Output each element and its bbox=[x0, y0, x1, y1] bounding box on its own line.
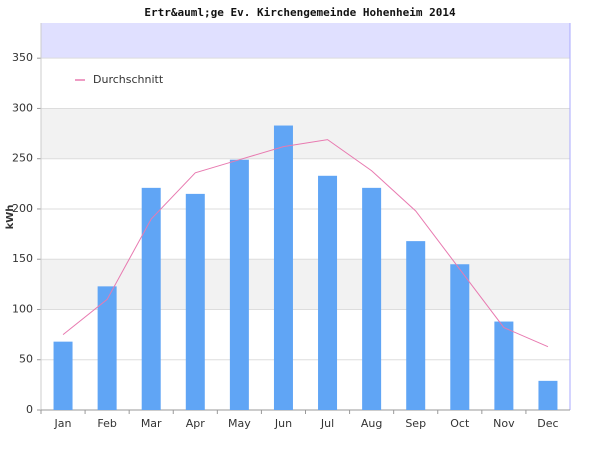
x-tick-label: May bbox=[228, 417, 251, 430]
y-axis-label: kWh bbox=[5, 205, 16, 230]
bar bbox=[273, 125, 293, 410]
bar bbox=[53, 341, 73, 410]
average-line bbox=[62, 139, 549, 348]
y-tick-label: 300 bbox=[12, 101, 33, 114]
bar bbox=[450, 264, 470, 410]
x-tick-label: Jul bbox=[320, 417, 334, 430]
x-tick-label: Sep bbox=[405, 417, 426, 430]
x-tick-label: Jan bbox=[54, 417, 72, 430]
y-tick-label: 250 bbox=[12, 152, 33, 165]
x-tick-label: Apr bbox=[186, 417, 206, 430]
bar bbox=[318, 175, 338, 410]
x-tick-label: Jun bbox=[274, 417, 292, 430]
x-tick-label: Oct bbox=[450, 417, 470, 430]
x-tick-label: Nov bbox=[493, 417, 515, 430]
y-tick-label: 100 bbox=[12, 302, 33, 315]
y-tick-label: 200 bbox=[12, 202, 33, 215]
y-tick-label: 50 bbox=[19, 353, 33, 366]
bar bbox=[538, 380, 558, 410]
chart-title: Ertr&auml;ge Ev. Kirchengemeinde Hohenhe… bbox=[144, 6, 456, 19]
top-band bbox=[41, 23, 570, 59]
bar bbox=[229, 159, 249, 410]
x-tick-label: Feb bbox=[97, 417, 116, 430]
bar bbox=[494, 321, 514, 410]
bar bbox=[141, 187, 161, 410]
bar bbox=[362, 187, 382, 410]
y-tick-label: 0 bbox=[26, 403, 33, 416]
x-tick-label: Mar bbox=[141, 417, 162, 430]
x-tick-label: Dec bbox=[537, 417, 558, 430]
shaded-band bbox=[41, 108, 570, 159]
y-tick-label: 150 bbox=[12, 252, 33, 265]
y-tick-label: 350 bbox=[12, 51, 33, 64]
bar bbox=[406, 241, 426, 410]
shaded-band bbox=[41, 259, 570, 310]
bar bbox=[185, 193, 205, 410]
bar bbox=[97, 286, 117, 410]
legend-label: Durchschnitt bbox=[93, 73, 164, 86]
x-tick-label: Aug bbox=[361, 417, 382, 430]
